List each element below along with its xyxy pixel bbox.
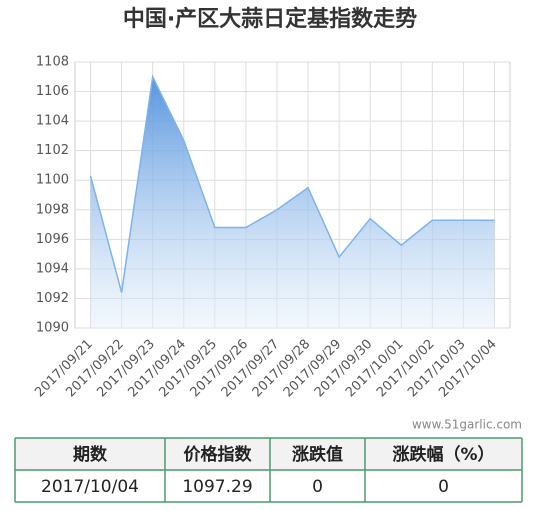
y-tick-label: 1098	[36, 202, 69, 217]
line	[89, 74, 495, 293]
table-cell: 0	[438, 477, 449, 497]
y-tick-label: 1104	[36, 114, 69, 129]
table-cell: 2017/10/04	[41, 477, 139, 497]
table-header: 涨跌值	[292, 444, 343, 465]
chart-title: 中国·产区大蒜日定基指数走势	[123, 6, 417, 32]
table-header: 价格指数	[184, 444, 253, 465]
table-cell: 1097.29	[182, 477, 252, 497]
y-tick-label: 1100	[36, 173, 69, 188]
y-tick-label: 1094	[36, 261, 69, 276]
y-tick-label: 1090	[36, 321, 69, 336]
table-cell: 0	[312, 477, 323, 497]
y-tick-label: 1108	[36, 55, 69, 70]
y-tick-label: 1092	[36, 291, 69, 306]
header-bg	[15, 438, 522, 470]
y-tick-label: 1102	[36, 143, 69, 158]
table-header: 涨跌幅（%）	[392, 444, 494, 465]
table-header: 期数	[73, 444, 108, 465]
y-tick-label: 1096	[36, 232, 69, 247]
area	[90, 76, 495, 329]
watermark: www.51garlic.com	[412, 418, 522, 432]
y-tick-label: 1106	[36, 84, 69, 99]
